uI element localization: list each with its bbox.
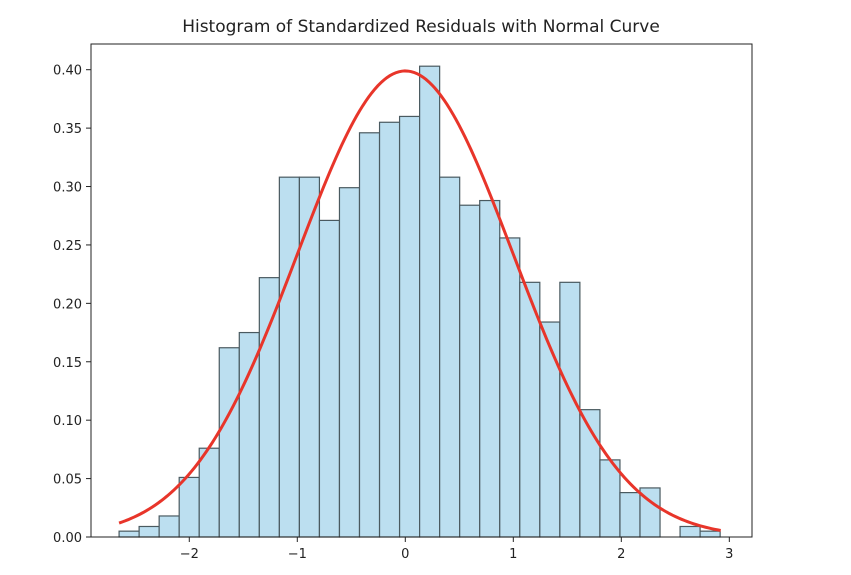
histogram-bar [398, 115, 421, 538]
histogram-bar [338, 187, 361, 538]
y-tick-label: 0.15 [53, 356, 82, 371]
histogram-bar [318, 219, 341, 538]
y-tick-label: 0.00 [53, 531, 82, 546]
x-tick-label: 3 [725, 547, 733, 562]
histogram-bar [278, 176, 300, 538]
histogram-bar [479, 199, 501, 538]
chart-title: Histogram of Standardized Residuals with… [182, 17, 660, 37]
histogram-bar [178, 476, 200, 538]
x-tick-label: 1 [509, 547, 517, 562]
x-tick-label: 2 [617, 547, 625, 562]
histogram-bar [459, 204, 481, 538]
histogram-bar [619, 492, 641, 538]
histogram-bar [519, 281, 541, 538]
y-tick-label: 0.05 [53, 473, 82, 488]
normal-curve [118, 69, 721, 532]
histogram-bar [298, 176, 321, 538]
histogram-bar [378, 121, 401, 538]
plot-frame [90, 43, 753, 538]
histogram-bar [559, 281, 581, 538]
histogram-bar [158, 515, 180, 538]
histogram-bar [198, 447, 220, 538]
histogram-bar [258, 277, 280, 538]
histogram-bar [439, 176, 461, 538]
histogram-bar [599, 459, 621, 538]
histogram-bar [699, 530, 721, 538]
histogram-bar [238, 331, 260, 538]
x-tick-label: 0 [401, 547, 409, 562]
histogram-bar [218, 347, 240, 538]
histogram-bar [539, 321, 561, 538]
x-tick-label: −1 [288, 547, 307, 562]
x-tick-label: −2 [180, 547, 199, 562]
histogram-bar [118, 530, 140, 538]
histogram-bar [679, 525, 701, 538]
histogram-bar [138, 525, 160, 538]
histogram-bar [419, 65, 441, 538]
histogram-bar [499, 237, 521, 538]
histogram-bar [358, 132, 381, 538]
y-tick-label: 0.10 [53, 414, 82, 429]
y-tick-label: 0.40 [53, 64, 82, 79]
y-tick-label: 0.20 [53, 297, 82, 312]
y-tick-label: 0.25 [53, 239, 82, 254]
y-tick-label: 0.30 [53, 181, 82, 196]
y-tick-label: 0.35 [53, 122, 82, 137]
